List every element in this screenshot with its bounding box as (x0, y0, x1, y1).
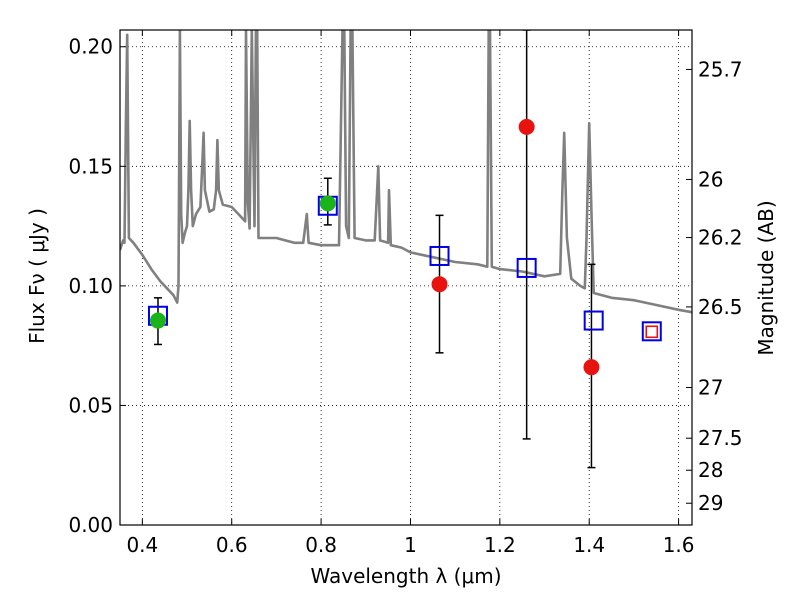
x-tick-label: 0.6 (216, 533, 248, 557)
mag-tick-label: 27.5 (698, 426, 743, 450)
mag-tick-label: 26.2 (698, 226, 743, 250)
mag-tick-label: 29 (698, 491, 723, 515)
model-spectrum (120, 30, 692, 314)
red-circle-marker (518, 118, 535, 135)
axis-ticks: 0.4 0.6 0.8 1 1.2 1.4 1.6 0.00 0.05 0.10 0.15 0.20 2… (68, 30, 743, 557)
x-axis-label: Wavelength λ (μm) (310, 564, 501, 588)
x-tick-label: 1 (404, 533, 417, 557)
x-tick-label: 0.4 (126, 533, 158, 557)
green-circle-marker (319, 195, 336, 212)
mag-tick-label: 28 (698, 458, 723, 482)
x-tick-label: 0.8 (305, 533, 337, 557)
y-tick-label: 0.15 (68, 154, 113, 178)
plot-frame (119, 29, 693, 526)
y-axis-label: Flux Fν ( μJy ) (25, 208, 49, 344)
error-bars (153, 30, 596, 469)
red-circle-marker (583, 359, 600, 376)
x-tick-label: 1.6 (663, 533, 695, 557)
mag-tick-label: 27 (698, 376, 723, 400)
mag-tick-label: 25.7 (698, 57, 743, 81)
blue-square-marker (429, 245, 450, 266)
x-tick-label: 1.2 (484, 533, 516, 557)
y-tick-label: 0.20 (68, 35, 113, 59)
blue-square-marker (583, 310, 604, 331)
right-axis-label: Magnitude (AB) (754, 200, 778, 355)
blue-square-marker (641, 321, 662, 342)
mag-tick-label: 26 (698, 167, 723, 191)
x-tick-label: 1.4 (573, 533, 605, 557)
red-square-marker (645, 325, 659, 339)
data-markers (147, 118, 662, 376)
red-circle-marker (431, 276, 448, 293)
green-circle-marker (149, 312, 166, 329)
y-tick-label: 0.00 (68, 513, 113, 537)
blue-square-marker (516, 257, 537, 278)
grid-lines (120, 30, 692, 526)
model-spectrum-line (120, 30, 692, 314)
mag-tick-label: 26.5 (698, 295, 743, 319)
y-tick-label: 0.05 (68, 393, 113, 417)
y-tick-label: 0.10 (68, 274, 113, 298)
